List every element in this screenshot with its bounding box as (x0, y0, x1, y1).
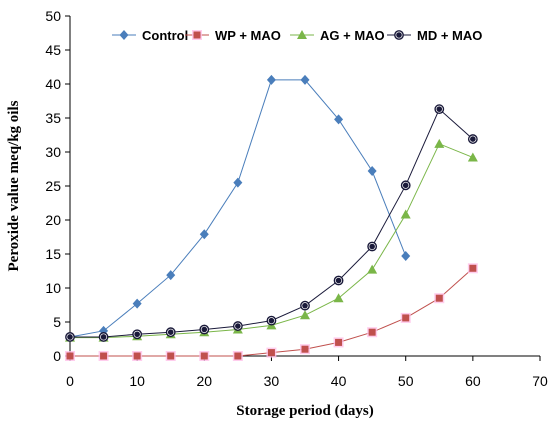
data-point (233, 177, 243, 188)
data-point (368, 328, 376, 336)
data-point (66, 352, 74, 360)
x-ticks: 0 10 20 30 40 50 60 70 (66, 356, 548, 389)
data-point (333, 293, 344, 303)
y-tick-label: 15 (45, 246, 61, 262)
legend-label: WP + MAO (215, 28, 281, 43)
legend-entry: WP + MAO (185, 28, 281, 43)
x-axis-title: Storage period (days) (236, 403, 374, 419)
data-point (167, 352, 175, 360)
data-point (435, 294, 443, 302)
data-point (132, 298, 142, 309)
y-tick-label: 35 (45, 110, 61, 126)
y-tick-label: 5 (53, 314, 61, 330)
y-tick-label: 40 (45, 76, 61, 92)
series-line (70, 267, 474, 357)
data-point (267, 349, 275, 357)
x-tick-label: 50 (398, 373, 414, 389)
y-tick-label: 30 (45, 144, 61, 160)
data-point (266, 74, 276, 85)
legend: Control WP + MAO AG + MAO MD + MAO (112, 28, 482, 43)
data-point (133, 352, 141, 360)
data-point (401, 251, 411, 262)
x-tick-label: 10 (129, 373, 145, 389)
data-point-core (100, 334, 107, 340)
legend-swatch-marker-core (396, 32, 402, 38)
y-axis-title: Peroxide value meq/kg oils (6, 100, 22, 271)
data-point-core (302, 302, 308, 309)
legend-swatch-marker (297, 30, 307, 39)
x-tick-label: 60 (465, 373, 481, 389)
data-point-core (235, 323, 241, 329)
legend-label: Control (142, 28, 188, 43)
data-point (434, 138, 445, 148)
data-point (300, 310, 310, 320)
legend-label: MD + MAO (417, 28, 482, 43)
x-tick-label: 0 (66, 373, 74, 389)
y-tick-label: 25 (45, 178, 61, 194)
data-point (234, 352, 242, 360)
data-point (467, 152, 478, 162)
data-point-core (470, 136, 476, 142)
y-tick-label: 0 (53, 348, 61, 364)
series-0 (65, 74, 411, 342)
data-point (200, 352, 208, 360)
data-point (334, 114, 344, 125)
data-point (301, 345, 309, 353)
series-3 (65, 104, 478, 342)
data-point (469, 264, 477, 272)
data-point (367, 166, 377, 177)
series-line (70, 108, 474, 338)
data-point-core (67, 334, 73, 340)
x-tick-label: 20 (196, 373, 212, 389)
series-2 (65, 138, 478, 342)
data-point-core (201, 326, 208, 333)
data-point-core (268, 317, 275, 324)
data-point (199, 229, 209, 240)
data-point-core (134, 331, 140, 338)
data-point (335, 338, 343, 346)
y-tick-label: 45 (45, 42, 61, 58)
legend-label: AG + MAO (320, 28, 385, 43)
y-tick-label: 10 (45, 280, 61, 296)
series-layer (65, 74, 478, 361)
legend-swatch-marker (193, 31, 201, 39)
data-point (300, 74, 310, 85)
legend-entry: Control (112, 28, 188, 43)
legend-entry: MD + MAO (387, 28, 482, 43)
x-tick-label: 30 (264, 373, 280, 389)
series-1 (65, 263, 478, 361)
y-ticks: 0 5 10 15 20 25 30 35 40 45 50 (45, 8, 70, 364)
x-tick-label: 70 (532, 373, 548, 389)
data-point-core (369, 243, 375, 250)
data-point (367, 264, 378, 274)
data-point-core (167, 329, 174, 336)
data-point-core (436, 106, 443, 112)
y-tick-label: 50 (45, 8, 61, 24)
data-point (400, 209, 411, 219)
y-tick-label: 20 (45, 212, 61, 228)
data-point-core (402, 182, 409, 189)
data-point (166, 270, 176, 281)
x-tick-label: 40 (331, 373, 347, 389)
legend-swatch-marker (119, 30, 129, 40)
data-point (100, 352, 108, 360)
data-point-core (335, 277, 342, 284)
legend-entry: AG + MAO (290, 28, 385, 43)
series-line (69, 79, 407, 338)
data-point (402, 314, 410, 322)
